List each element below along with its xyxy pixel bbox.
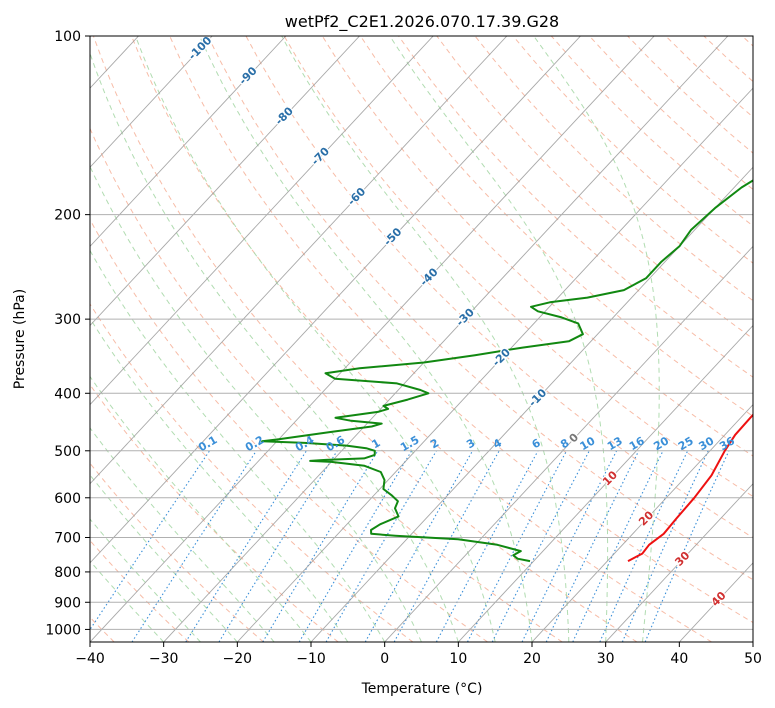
mixing-ratio-line: [621, 450, 709, 642]
isotherm-line: [384, 245, 753, 642]
mixing-ratio-line: [262, 450, 379, 642]
isotherm-line: [531, 403, 753, 642]
isotherm-line: [237, 87, 753, 642]
x-tick-label: −20: [223, 651, 253, 667]
dry-adiabat: [92, 36, 638, 642]
isotherm-line: [90, 36, 213, 168]
mixing-ratio-line: [393, 450, 500, 642]
moist-adiabat: [90, 560, 165, 642]
isotherm-line: [90, 36, 434, 406]
dewpoint-profile-line: [261, 179, 753, 563]
x-axis-ticks: −40 −30 −20 −10 0 10 20 30 40 50: [75, 642, 762, 667]
moist-adiabat: [90, 518, 201, 642]
y-tick-label: 800: [54, 565, 81, 581]
moist-adiabat: [533, 36, 660, 642]
dry-adiabat: [90, 127, 563, 642]
moist-adiabat: [199, 36, 533, 642]
y-axis-label: Pressure (hPa): [12, 289, 28, 389]
moist-adiabat: [90, 249, 386, 642]
y-tick-label: 700: [54, 531, 81, 547]
x-tick-label: −40: [75, 651, 105, 667]
dry-adiabat: [169, 36, 753, 624]
y-tick-label: 200: [54, 208, 81, 224]
dry-adiabat: [90, 462, 264, 642]
y-axis-ticks: 100 200 300 400 500 600 700 800 900 1000: [45, 29, 90, 638]
moist-adiabat: [90, 51, 459, 642]
moist-adiabat: [90, 165, 422, 642]
dry-adiabat: [131, 36, 712, 642]
mixing-ratio-line: [521, 450, 618, 642]
moist-adiabat: [281, 36, 570, 642]
pressure-gridlines: [90, 36, 753, 630]
mixing-ratio-line: [364, 450, 474, 642]
y-tick-label: 500: [54, 444, 81, 460]
y-tick-label: 300: [54, 312, 81, 328]
isotherm-line: [458, 324, 753, 642]
mixing-ratio-line: [185, 450, 307, 642]
x-tick-label: 10: [449, 651, 467, 667]
isotherm-line: [605, 483, 753, 642]
dry-adiabat: [321, 36, 753, 457]
dry-adiabat: [436, 36, 753, 340]
dry-adiabat: [360, 36, 753, 417]
x-tick-label: 20: [523, 651, 541, 667]
isotherm-line: [90, 36, 581, 564]
x-tick-label: 40: [670, 651, 688, 667]
x-tick-label: 0: [380, 651, 389, 667]
isotherm-line: [163, 36, 729, 642]
x-tick-label: 30: [597, 651, 615, 667]
plot-frame: [89, 35, 754, 643]
moist-adiabat: [90, 427, 275, 642]
profile-series: [261, 179, 753, 563]
x-tick-label: −10: [296, 651, 326, 667]
mixing-ratio-line: [435, 450, 539, 642]
moist-adiabat: [389, 36, 609, 642]
isotherm-line: [90, 36, 360, 327]
isotherms: [90, 36, 753, 642]
y-tick-label: 1000: [45, 622, 81, 638]
x-axis-label: Temperature (°C): [361, 681, 483, 697]
temperature-profile-line: [627, 413, 753, 562]
moist-adiabat: [90, 474, 238, 642]
moist-adiabat: [90, 317, 349, 642]
y-tick-label: 400: [54, 386, 81, 402]
x-tick-label: −30: [149, 651, 179, 667]
dry-adiabat: [90, 218, 488, 642]
y-tick-label: 100: [54, 29, 81, 45]
chart-title: wetPf2_C2E1.2026.070.17.39.G28: [285, 12, 559, 32]
mixing-ratio-line: [90, 450, 211, 631]
isotherm-line: [90, 36, 508, 485]
y-tick-label: 900: [54, 595, 81, 611]
x-tick-label: 50: [744, 651, 762, 667]
isotherm-line: [90, 36, 287, 248]
y-tick-label: 600: [54, 491, 81, 507]
dry-adiabat: [207, 36, 753, 581]
isotherm-line: [90, 36, 655, 642]
isotherm-line: [310, 166, 753, 642]
